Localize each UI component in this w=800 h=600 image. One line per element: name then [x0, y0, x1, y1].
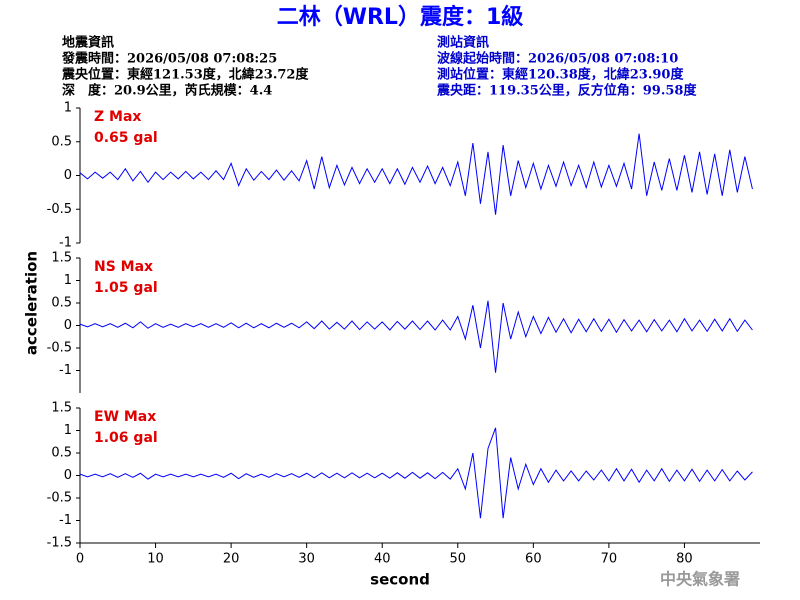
x-tick-label: 70	[601, 552, 618, 567]
channel-label: EW Max	[94, 409, 156, 425]
y-tick-label: -1	[59, 513, 72, 528]
y-tick-label: -1	[59, 363, 72, 378]
info-left: 震央位置：東經121.53度，北緯23.72度	[61, 67, 309, 83]
info-left: 發震時間：2026/05/08 07:08:25	[61, 51, 277, 67]
max-label: 0.65 gal	[94, 130, 158, 146]
y-tick-label: 1	[64, 273, 72, 288]
x-axis-label: second	[370, 571, 430, 589]
y-tick-label: 0	[64, 468, 72, 483]
waveform	[79, 427, 753, 519]
y-tick-label: 0.5	[51, 134, 72, 149]
channel-label: NS Max	[94, 259, 153, 275]
max-label: 1.06 gal	[94, 430, 158, 446]
x-tick-label: 30	[298, 552, 315, 567]
y-tick-label: -1.5	[47, 536, 72, 551]
x-tick-label: 20	[223, 552, 240, 567]
y-tick-label: -0.5	[47, 491, 72, 506]
y-tick-label: 0	[64, 168, 72, 183]
info-right: 波線起始時間：2026/05/08 07:08:10	[437, 51, 678, 67]
x-tick-label: 50	[450, 552, 467, 567]
watermark: 中央氣象署	[660, 570, 740, 589]
info-left: 深 度：20.9公里，芮氏規模：4.4	[62, 83, 272, 99]
x-tick-label: 0	[76, 552, 84, 567]
y-tick-label: 1	[64, 101, 72, 116]
max-label: 1.05 gal	[94, 280, 158, 296]
y-tick-label: 0	[64, 318, 72, 333]
info-right: 測站位置：東經120.38度，北緯23.90度	[437, 67, 684, 83]
waveform	[79, 300, 753, 373]
y-tick-label: 1	[64, 423, 72, 438]
x-tick-label: 10	[147, 552, 164, 567]
y-tick-label: 0.5	[51, 296, 72, 311]
y-tick-label: -0.5	[47, 202, 72, 217]
y-tick-label: -0.5	[47, 341, 72, 356]
info-right: 測站資訊	[437, 35, 489, 51]
title: 二林（WRL）震度：1級	[277, 4, 524, 30]
y-axis-label: acceleration	[23, 251, 41, 355]
waveform	[79, 133, 753, 215]
y-tick-label: 1.5	[51, 401, 72, 416]
channel-label: Z Max	[94, 109, 141, 125]
info-left: 地震資訊	[62, 35, 114, 51]
x-tick-label: 40	[374, 552, 391, 567]
y-tick-label: -1	[59, 236, 72, 251]
x-tick-label: 80	[676, 552, 693, 567]
x-tick-label: 60	[525, 552, 542, 567]
y-tick-label: 0.5	[51, 446, 72, 461]
y-tick-label: 1.5	[51, 251, 72, 266]
info-right: 震央距：119.35公里，反方位角：99.58度	[436, 83, 697, 99]
